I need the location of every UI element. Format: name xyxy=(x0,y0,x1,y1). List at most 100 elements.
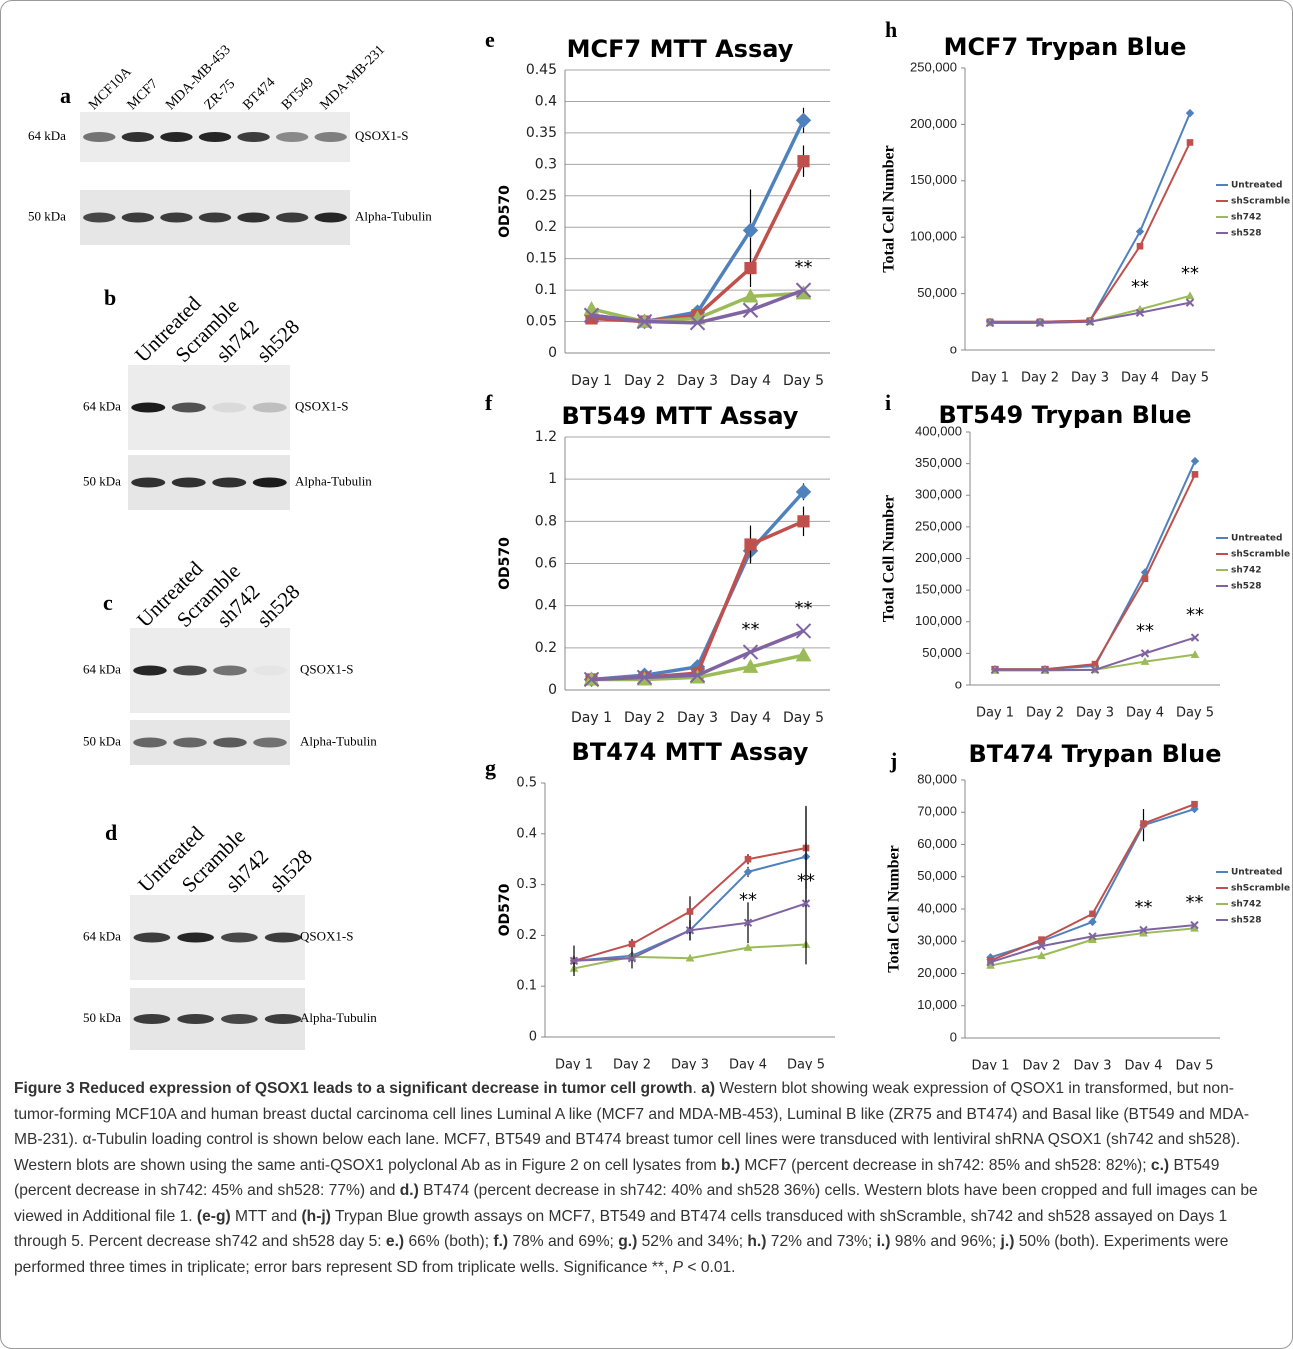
gel-band xyxy=(276,132,308,142)
gel-band xyxy=(172,403,206,413)
marker-label: 50 kDa xyxy=(83,473,121,488)
legend-label: sh742 xyxy=(1231,213,1262,223)
x-tick-label: Day 5 xyxy=(1171,371,1209,386)
figure-caption: Figure 3 Reduced expression of QSOX1 lea… xyxy=(14,1076,1276,1280)
gel-band xyxy=(315,132,347,142)
gel-band xyxy=(253,738,287,748)
y-tick-label: 150,000 xyxy=(910,172,957,187)
marker-label: 64 kDa xyxy=(83,928,121,943)
y-tick-label: 0 xyxy=(548,345,557,361)
protein-label: Alpha-Tubulin xyxy=(300,733,377,748)
y-tick-label: 0.3 xyxy=(535,156,557,172)
y-axis-label: Total Cell Number xyxy=(881,145,898,272)
data-point xyxy=(1142,576,1148,582)
y-tick-label: 70,000 xyxy=(917,804,957,819)
lane-label: BT474 xyxy=(240,75,278,113)
chart-title: BT474 Trypan Blue xyxy=(968,740,1221,768)
x-tick-label: Day 1 xyxy=(976,706,1014,721)
y-axis-label: Total Cell Number xyxy=(886,845,903,972)
gel-band xyxy=(131,478,165,488)
protein-label: QSOX1-S xyxy=(355,128,408,143)
y-axis-label: OD570 xyxy=(497,883,513,936)
chart-title: BT474 MTT Assay xyxy=(572,738,809,766)
x-tick-label: Day 1 xyxy=(555,1058,593,1071)
series-line xyxy=(995,461,1195,669)
caption-text: MTT and xyxy=(231,1208,302,1225)
gel-band xyxy=(134,1014,171,1024)
y-tick-label: 0.25 xyxy=(526,188,557,204)
data-point xyxy=(1187,140,1193,146)
caption-text: e.) xyxy=(386,1233,404,1250)
caption-text: MCF7 (percent decrease in sh742: 85% and… xyxy=(740,1157,1151,1174)
panel-letter: j xyxy=(889,748,897,773)
marker-label: 50 kDa xyxy=(83,733,121,748)
x-tick-label: Day 4 xyxy=(1121,371,1159,386)
y-tick-label: 80,000 xyxy=(917,771,957,786)
y-tick-label: 350,000 xyxy=(915,455,962,470)
gel-band xyxy=(177,1014,214,1024)
legend-label: sh742 xyxy=(1231,566,1262,576)
caption-text: 72% and 73%; xyxy=(766,1233,876,1250)
gel-band xyxy=(160,132,192,142)
significance-label: ** xyxy=(797,870,815,891)
panel-letter: d xyxy=(105,820,117,845)
y-tick-label: 0.2 xyxy=(535,219,557,235)
data-point xyxy=(798,516,809,527)
y-tick-label: 20,000 xyxy=(917,965,957,980)
caption-text: a) xyxy=(701,1080,715,1097)
panel-letter: h xyxy=(885,17,897,42)
y-tick-label: 0.1 xyxy=(535,282,557,298)
gel-band xyxy=(133,738,167,748)
data-point xyxy=(797,113,811,127)
y-tick-label: 0.6 xyxy=(535,556,557,572)
x-tick-label: Day 2 xyxy=(1022,1059,1060,1071)
caption-text: j.) xyxy=(1001,1233,1015,1250)
y-tick-label: 50,000 xyxy=(917,285,957,300)
marker-label: 64 kDa xyxy=(83,398,121,413)
caption-text: 78% and 69%; xyxy=(508,1233,618,1250)
gel-band xyxy=(199,213,231,223)
lane-label: sh528 xyxy=(252,314,304,366)
x-tick-label: Day 5 xyxy=(787,1058,825,1071)
caption-text: P xyxy=(673,1259,683,1276)
gel-band xyxy=(237,213,269,223)
x-tick-label: Day 4 xyxy=(730,710,771,726)
y-tick-label: 200,000 xyxy=(910,116,957,131)
legend-label: sh528 xyxy=(1231,229,1262,239)
y-tick-label: 30,000 xyxy=(917,933,957,948)
y-axis-label: Total Cell Number xyxy=(881,495,898,622)
gel-band xyxy=(83,132,115,142)
caption-text: d.) xyxy=(400,1182,419,1199)
panel-letter: f xyxy=(485,390,493,415)
gel-band xyxy=(133,666,167,676)
data-point xyxy=(797,624,811,638)
data-point xyxy=(1090,911,1096,917)
gel-band xyxy=(265,933,302,943)
significance-label: ** xyxy=(742,619,760,640)
gel-band xyxy=(253,403,287,413)
lane-label: sh528 xyxy=(264,844,316,896)
gel-band xyxy=(253,666,287,676)
y-tick-label: 250,000 xyxy=(915,518,962,533)
gel-band xyxy=(276,213,308,223)
caption-text: 66% (both); xyxy=(404,1233,493,1250)
x-tick-label: Day 1 xyxy=(571,373,612,389)
gel-band xyxy=(253,478,287,488)
y-tick-label: 0.4 xyxy=(516,826,537,841)
lane-label: MDA-MB-453 xyxy=(163,43,234,114)
protein-label: Alpha-Tubulin xyxy=(300,1010,377,1025)
significance-label: ** xyxy=(1136,620,1154,641)
caption-text: (e-g) xyxy=(197,1208,231,1225)
panel-letter: b xyxy=(104,285,116,310)
x-tick-label: Day 2 xyxy=(624,710,665,726)
significance-label: ** xyxy=(1181,263,1199,284)
protein-label: QSOX1-S xyxy=(300,661,353,676)
chart-title: MCF7 MTT Assay xyxy=(567,35,794,63)
x-tick-label: Day 4 xyxy=(1126,706,1164,721)
x-tick-label: Day 2 xyxy=(624,373,665,389)
protein-label: QSOX1-S xyxy=(300,928,353,943)
y-tick-label: 1.2 xyxy=(535,429,557,445)
data-point xyxy=(1192,472,1198,478)
data-point xyxy=(1039,937,1045,943)
